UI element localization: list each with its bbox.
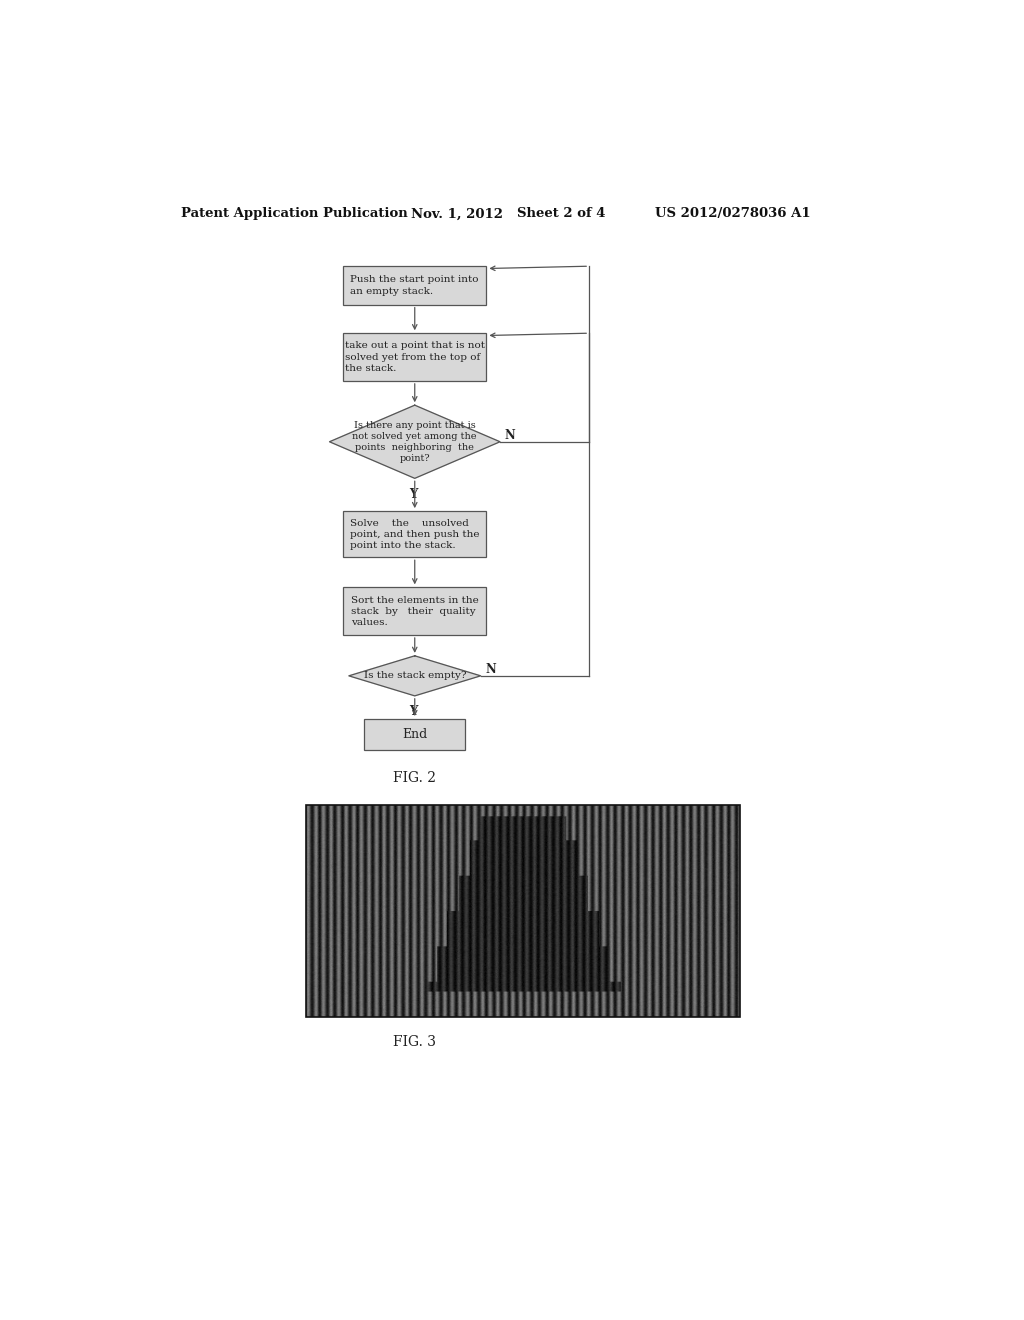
- Text: Y: Y: [409, 705, 418, 718]
- Text: Sort the elements in the
stack  by   their  quality
values.: Sort the elements in the stack by their …: [351, 595, 478, 627]
- Text: Is the stack empty?: Is the stack empty?: [364, 672, 466, 680]
- Polygon shape: [349, 656, 480, 696]
- Bar: [343, 267, 486, 305]
- Text: N: N: [485, 663, 496, 676]
- Bar: [365, 719, 465, 750]
- Text: take out a point that is not
solved yet from the top of
the stack.: take out a point that is not solved yet …: [345, 342, 484, 372]
- Text: Solve    the    unsolved
point, and then push the
point into the stack.: Solve the unsolved point, and then push …: [350, 519, 479, 549]
- Text: End: End: [402, 727, 427, 741]
- Text: Is there any point that is
not solved yet among the
points  neighboring  the
poi: Is there any point that is not solved ye…: [352, 421, 477, 463]
- Text: Y: Y: [409, 487, 418, 500]
- Bar: [306, 805, 740, 1016]
- Bar: [343, 511, 486, 557]
- Text: N: N: [505, 429, 515, 442]
- Text: Nov. 1, 2012: Nov. 1, 2012: [411, 207, 503, 220]
- Bar: [343, 333, 486, 381]
- Text: FIG. 2: FIG. 2: [393, 771, 436, 785]
- Text: Sheet 2 of 4: Sheet 2 of 4: [517, 207, 605, 220]
- Text: Push the start point into
an empty stack.: Push the start point into an empty stack…: [350, 276, 479, 296]
- Text: FIG. 3: FIG. 3: [393, 1035, 436, 1049]
- Polygon shape: [330, 405, 500, 478]
- Bar: [343, 587, 486, 635]
- Text: Patent Application Publication: Patent Application Publication: [180, 207, 408, 220]
- Text: US 2012/0278036 A1: US 2012/0278036 A1: [655, 207, 811, 220]
